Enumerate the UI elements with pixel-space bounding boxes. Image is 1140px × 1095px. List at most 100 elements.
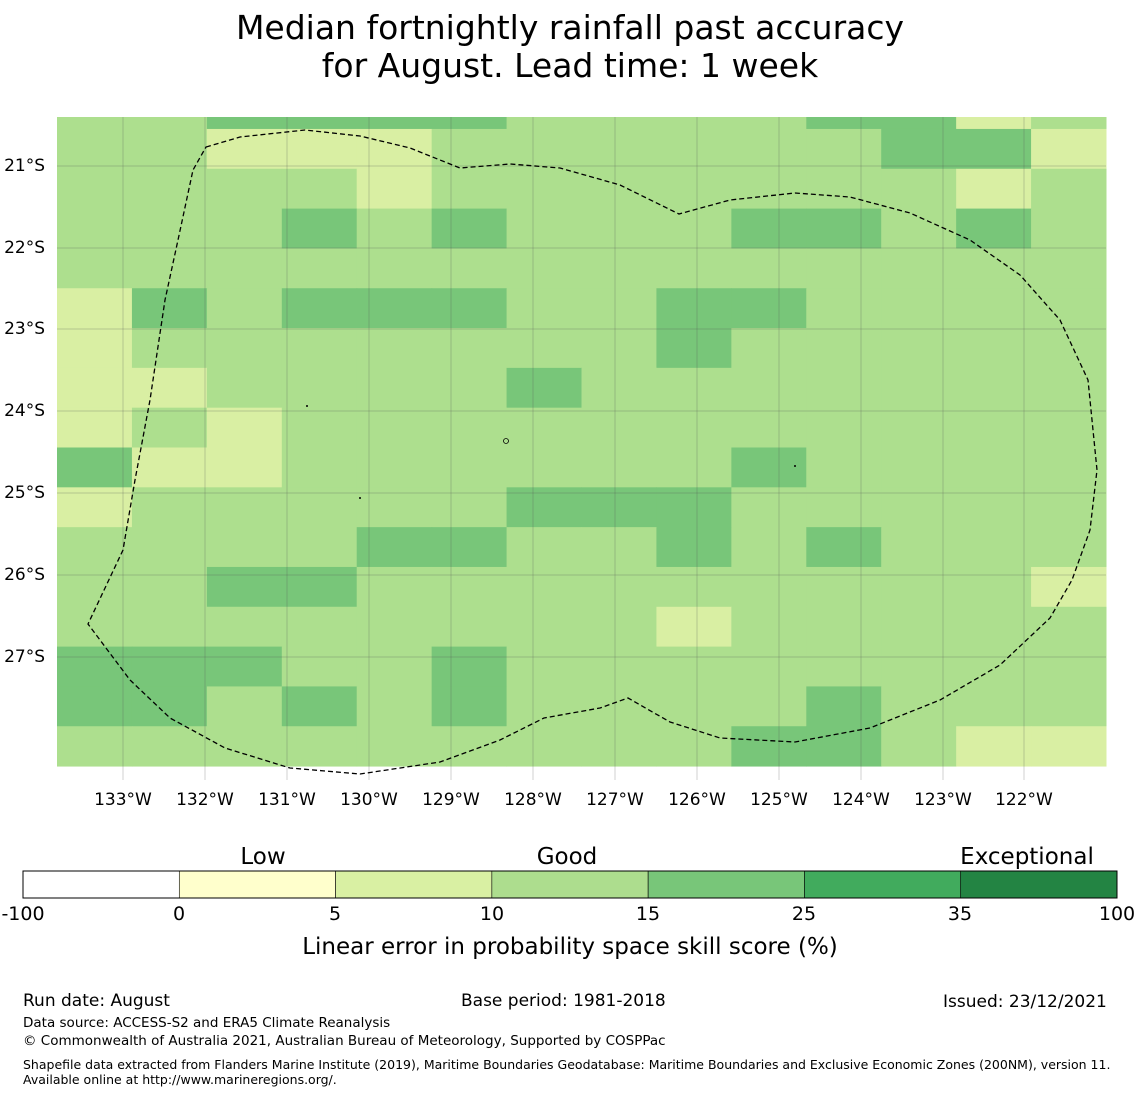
grid-cell <box>581 367 657 409</box>
grid-cell <box>206 686 283 727</box>
grid-cell <box>656 328 732 369</box>
grid-cell <box>806 566 882 608</box>
grid-cell <box>806 447 882 488</box>
grid-cell <box>431 447 508 488</box>
grid-cell <box>581 168 657 210</box>
lon-label: 127°W <box>586 790 644 810</box>
colorbar-swatch <box>960 870 1118 899</box>
grid-cell <box>131 208 208 249</box>
grid-cell <box>131 726 208 767</box>
grid-cell <box>57 128 133 170</box>
grid-cell <box>131 168 208 210</box>
grid-cell <box>281 407 358 448</box>
colorbar-swatch <box>335 870 493 899</box>
grid-cell <box>206 527 283 568</box>
grid-cell <box>881 117 957 130</box>
grid-cell <box>506 367 582 409</box>
lat-label: 25°S <box>4 483 45 503</box>
lat-label: 27°S <box>4 647 45 667</box>
grid-cell <box>431 128 508 170</box>
grid-cell <box>956 487 1032 528</box>
grid-cell <box>356 606 433 648</box>
grid-cell <box>806 606 882 648</box>
grid-cell <box>281 487 358 528</box>
grid-cell <box>57 447 133 488</box>
grid-cell <box>281 208 358 249</box>
grid-cell <box>57 117 133 130</box>
grid-cell <box>1031 168 1107 210</box>
grid-cell <box>356 566 433 608</box>
grid-cell <box>206 447 283 488</box>
grid-cell <box>731 606 807 648</box>
grid-cell <box>731 168 807 210</box>
grid-cell <box>356 646 433 687</box>
grid-cell <box>731 527 807 568</box>
grid-cell <box>281 527 358 568</box>
grid-cell <box>1031 328 1107 369</box>
grid-cell <box>281 288 358 329</box>
grid-cell <box>281 248 358 289</box>
grid-cell <box>131 527 208 568</box>
grid-cell <box>506 566 582 608</box>
grid-cell <box>506 606 582 648</box>
grid-cell <box>956 527 1032 568</box>
grid-cell <box>1031 527 1107 568</box>
grid-cell <box>956 117 1032 130</box>
colorbar-swatch <box>804 870 962 899</box>
grid-cell <box>656 566 732 608</box>
grid-cell <box>881 288 957 329</box>
colorbar-swatch <box>178 870 336 899</box>
grid-cell <box>57 566 133 608</box>
grid-cell <box>881 168 957 210</box>
grid-cell <box>57 487 133 528</box>
grid-cell <box>731 367 807 409</box>
grid-cell <box>206 566 283 608</box>
grid-cell <box>131 606 208 648</box>
grid-cell <box>131 128 208 170</box>
colorbar-tick: 10 <box>480 903 504 925</box>
grid-cell <box>656 527 732 568</box>
grid-cell <box>956 128 1032 170</box>
grid-cell <box>806 407 882 448</box>
grid-cell <box>581 606 657 648</box>
grid-cell <box>506 328 582 369</box>
colorbar-tick: 35 <box>948 903 972 925</box>
grid-cell <box>431 527 508 568</box>
grid-cell <box>431 487 508 528</box>
grid-cell <box>581 646 657 687</box>
grid-cell <box>431 646 508 687</box>
grid-cell <box>581 686 657 727</box>
colorbar-tick: 0 <box>173 903 185 925</box>
grid-cell <box>356 686 433 727</box>
lat-label: 23°S <box>4 319 45 339</box>
grid-cell <box>731 566 807 608</box>
grid-cell <box>956 328 1032 369</box>
grid-cell <box>206 117 283 130</box>
grid-cell <box>431 566 508 608</box>
grid-cell <box>1031 447 1107 488</box>
grid-cell <box>656 646 732 687</box>
grid-cell <box>731 447 807 488</box>
grid-cell <box>1031 248 1107 289</box>
grid-cell <box>1031 407 1107 448</box>
grid-cell <box>806 128 882 170</box>
copyright-notice: © Commonwealth of Australia 2021, Austra… <box>23 1033 666 1049</box>
grid-cell <box>581 288 657 329</box>
lat-label: 21°S <box>4 156 45 176</box>
grid-cell <box>581 447 657 488</box>
grid-cell <box>506 117 582 130</box>
grid-cell <box>431 606 508 648</box>
grid-cell <box>431 407 508 448</box>
grid-cell <box>956 686 1032 727</box>
grid-cell <box>356 208 433 249</box>
colorbar-swatch <box>491 870 649 899</box>
grid-cell <box>1031 646 1107 687</box>
grid-cell <box>131 367 208 409</box>
colorbar-axis-label: Linear error in probability space skill … <box>302 934 838 960</box>
grid-cell <box>506 407 582 448</box>
grid-cell <box>731 128 807 170</box>
grid-cell <box>806 487 882 528</box>
grid-cell <box>131 646 208 687</box>
colorbar-category-good: Good <box>537 844 598 870</box>
